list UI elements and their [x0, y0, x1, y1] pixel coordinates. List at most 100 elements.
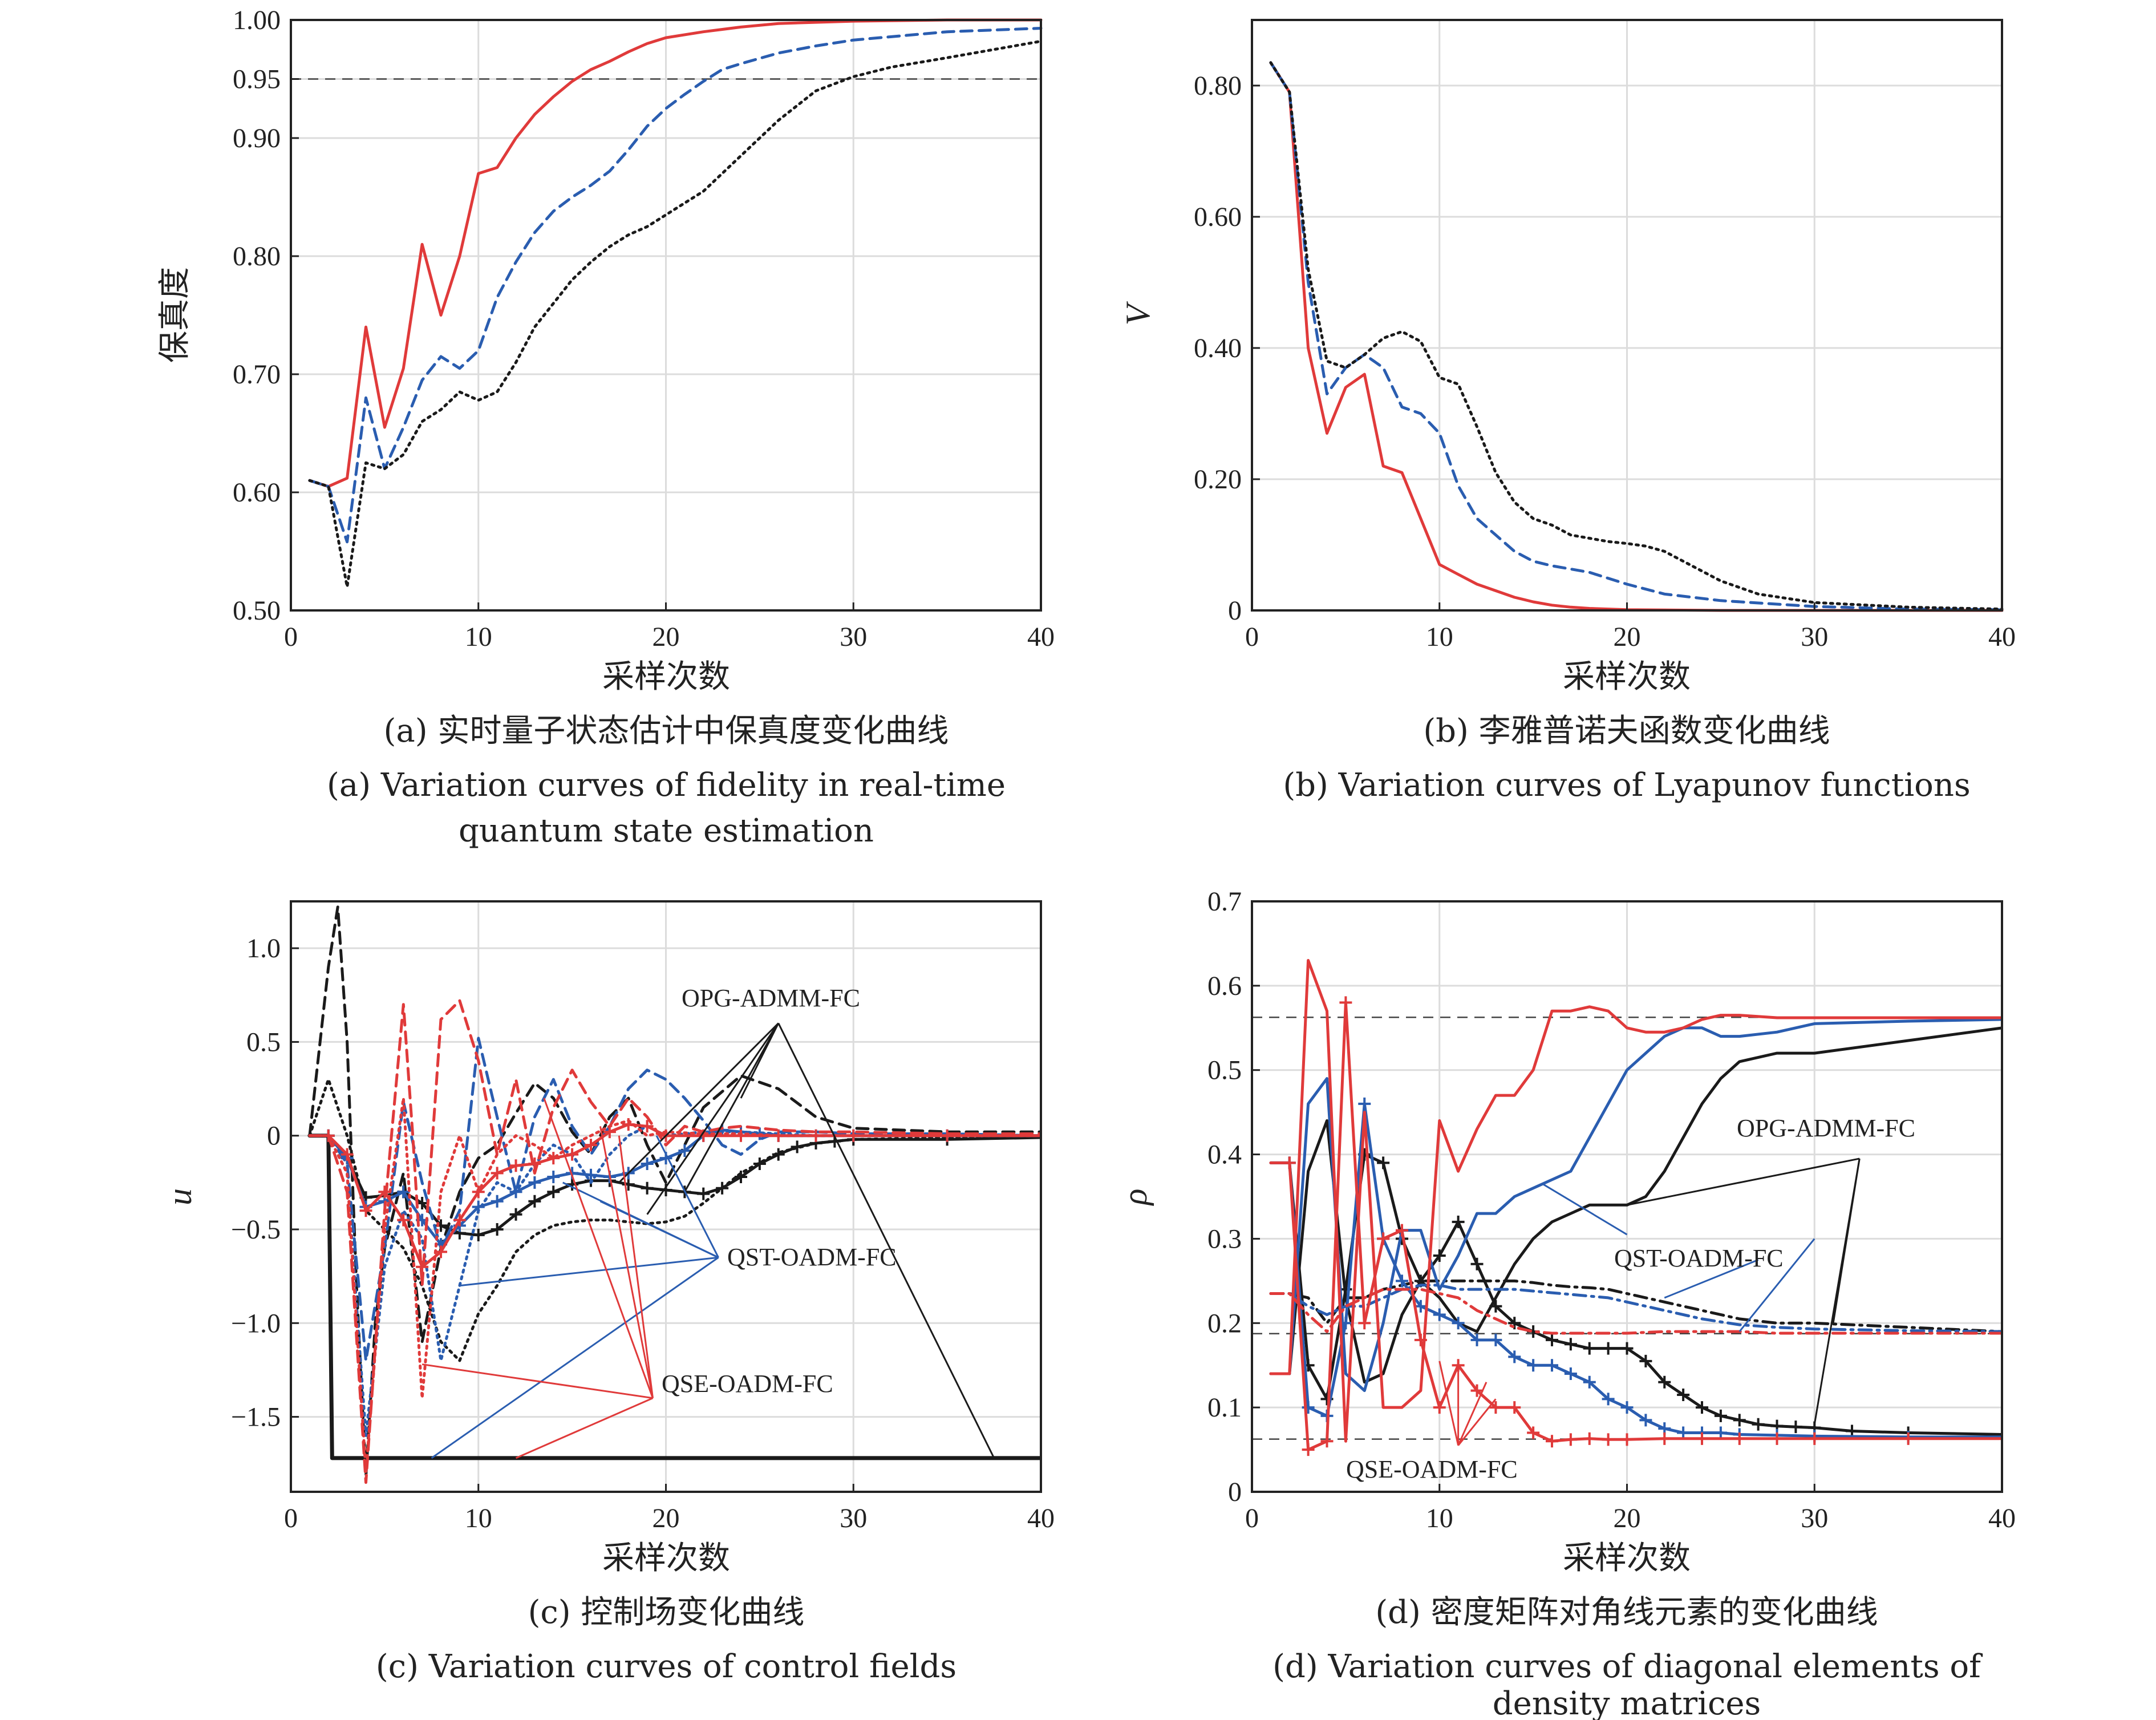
panel-c-marker-plus — [622, 1178, 635, 1191]
panel-c-xtick-label: 30 — [840, 1503, 867, 1533]
panel-c-marker-plus — [1035, 1131, 1041, 1144]
panel-d-xlabel: 采样次数 — [1563, 1540, 1691, 1577]
panel-d-marker-plus — [1377, 1232, 1390, 1245]
panel-c-annotation-leader — [459, 1256, 719, 1287]
panel-b-series-blue-dashed — [1269, 61, 2004, 612]
panel-d-marker-plus — [1433, 1249, 1446, 1262]
panel-a-caption-en-1: (a) Variation curves of fidelity in real… — [327, 767, 1006, 804]
panel-a-caption-en-2: quantum state estimation — [459, 812, 874, 849]
panel-d-annotation-leader — [1738, 1238, 1815, 1333]
panel-a-xtick-label: 30 — [840, 622, 867, 652]
panel-c-ytick-label: −1.0 — [231, 1308, 281, 1338]
panel-c-marker-plus — [453, 1213, 466, 1227]
panel-c-marker-plus — [341, 1148, 354, 1161]
panel-d-marker-plus — [1433, 1308, 1446, 1321]
panel-c-marker-plus — [491, 1167, 504, 1180]
panel-a-ytick-label: 1.00 — [233, 5, 281, 35]
panel-d-xtick-label: 40 — [1988, 1503, 2016, 1533]
panel-d-marker-plus — [1733, 1414, 1746, 1427]
panel-b-ytick-label: 0.60 — [1194, 202, 1242, 232]
panel-d-ytick-label: 0.3 — [1207, 1224, 1242, 1254]
panel-c-annotation-leader — [684, 1022, 780, 1193]
panel-b-xtick-label: 40 — [1988, 622, 2016, 652]
panel-d-marker-plus — [1620, 1433, 1634, 1446]
panel-c-series-black-solid — [307, 1134, 1041, 1460]
panel-c-ytick-label: −0.5 — [231, 1215, 281, 1245]
panel-b-xtick-label: 0 — [1245, 622, 1259, 652]
panel-d-marker-plus — [1677, 1388, 1690, 1401]
panel-c-series-blue-solid-plus — [308, 1128, 1041, 1246]
panel-c-annotation-leader — [740, 1022, 780, 1099]
panel-c-xtick-label: 0 — [284, 1503, 298, 1533]
panel-b-lyapunov-chart: 0 10 20 30 40 0 0.20 0.40 0.60 0.80 V 采样次数 (b) 李雅… — [1119, 19, 2016, 804]
panel-d-marker-plus — [1396, 1274, 1408, 1288]
panel-a-ytick-label: 0.95 — [233, 64, 281, 95]
panel-c-marker-plus — [566, 1148, 579, 1161]
panel-d-ylabel: ρ — [1116, 1189, 1154, 1207]
panel-a-xtick-label: 20 — [653, 622, 680, 652]
panel-d-marker-plus — [1583, 1342, 1596, 1355]
panel-a-xtick-label: 10 — [465, 622, 492, 652]
panel-d-xtick-label: 10 — [1426, 1503, 1453, 1533]
panel-b-series-red-solid — [1269, 61, 2004, 612]
panel-c-annotation-leader — [422, 1363, 653, 1399]
panel-d-annotation-leader — [1664, 1259, 1759, 1299]
panel-d-annotation-leader — [1457, 1382, 1488, 1446]
panel-d-caption-cn: (d) 密度矩阵对角线元素的变化曲线 — [1375, 1594, 1878, 1631]
panel-d-marker-plus — [1527, 1359, 1540, 1372]
panel-d-caption-en-1: (d) Variation curves of diagonal element… — [1272, 1648, 1983, 1685]
panel-d-annotation-opg: OPG-ADMM-FC — [1737, 1114, 1915, 1142]
panel-d-marker-plus — [1602, 1393, 1615, 1406]
panel-a-series-red-solid — [308, 18, 1043, 488]
panel-c-annotation-leader — [543, 1098, 654, 1399]
panel-c-annotation-leader — [777, 1022, 995, 1459]
panel-c-marker-plus — [397, 1185, 410, 1199]
panel-a-xlabel: 采样次数 — [602, 658, 730, 695]
panel-c-xtick-label: 10 — [465, 1503, 492, 1533]
panel-a-ytick-label: 0.60 — [233, 477, 281, 508]
panel-d-ytick-label: 0.5 — [1207, 1055, 1242, 1086]
panel-b-ytick-label: 0.40 — [1194, 333, 1242, 363]
panel-c-marker-plus — [509, 1159, 522, 1172]
panel-a-series-blue-dashed — [308, 27, 1043, 544]
panel-d-marker-plus — [1396, 1224, 1408, 1237]
panel-d-ytick-label: 0.1 — [1207, 1393, 1242, 1423]
panel-d-marker-plus — [1358, 1097, 1371, 1110]
panel-a-fidelity-chart: 0 10 20 30 40 0.50 0.60 0.70 0.80 0.90 0.95 1.00 保真… — [156, 5, 1055, 849]
panel-d-annotation-leader — [1438, 1361, 1460, 1446]
panel-a-xtick-label: 0 — [284, 622, 298, 652]
panel-d-marker-plus — [1508, 1350, 1521, 1363]
panel-d-annotation-leader — [1813, 1158, 1861, 1424]
panel-d-series-black-dashdot — [1269, 1279, 2002, 1333]
panel-b-ylabel: V — [1119, 301, 1157, 325]
panel-c-ytick-label: 1.0 — [246, 933, 281, 964]
panel-d-marker-plus — [1789, 1420, 1802, 1434]
panel-c-ytick-label: 0 — [267, 1121, 281, 1151]
panel-d-annotation-leader — [1542, 1183, 1628, 1236]
panel-d-marker-plus — [1996, 1430, 2002, 1443]
panel-d-density-matrix-chart: 0 10 20 30 40 0 0.1 0.2 0.3 0.4 0.5 0.6 0.7 OPG-ADMM… — [1116, 887, 2016, 1720]
panel-c-marker-plus — [397, 1213, 410, 1227]
panel-d-marker-plus — [1639, 1414, 1652, 1427]
panel-d-marker-plus — [1508, 1317, 1521, 1330]
panel-d-marker-plus — [1639, 1354, 1652, 1367]
panel-a-caption-cn: (a) 实时量子状态估计中保真度变化曲线 — [384, 713, 949, 750]
panel-b-series-black-dotted — [1269, 61, 2004, 611]
panel-c-annotation-qst: QST-OADM-FC — [727, 1243, 897, 1271]
panel-d-series-blue-solid — [1269, 1018, 2002, 1393]
panel-a-ytick-label: 0.90 — [233, 123, 281, 153]
panel-d-series-red-dashdot — [1269, 1288, 2002, 1335]
panel-d-annotation-qst: QST-OADM-FC — [1614, 1244, 1784, 1272]
panel-d-marker-plus — [1658, 1375, 1671, 1389]
panel-d-marker-plus — [1602, 1342, 1615, 1355]
panel-c-series-blue-dotted — [308, 1124, 1041, 1437]
panel-d-marker-plus — [1996, 1432, 2002, 1445]
panel-b-xtick-label: 10 — [1426, 622, 1453, 652]
panel-d-marker-plus — [1489, 1300, 1502, 1313]
panel-c-marker-plus — [547, 1185, 560, 1199]
panel-c-control-field-chart: 0 10 20 30 40 −1.5 −1.0 −0.5 0 0.5 1.0 OPG-ADMM-FC… — [161, 900, 1055, 1685]
panel-d-marker-plus — [1489, 1333, 1502, 1346]
panel-c-ytick-label: 0.5 — [246, 1027, 281, 1057]
panel-c-annotation-qse: QSE-OADM-FC — [662, 1370, 833, 1398]
panel-d-marker-plus — [1564, 1433, 1577, 1446]
